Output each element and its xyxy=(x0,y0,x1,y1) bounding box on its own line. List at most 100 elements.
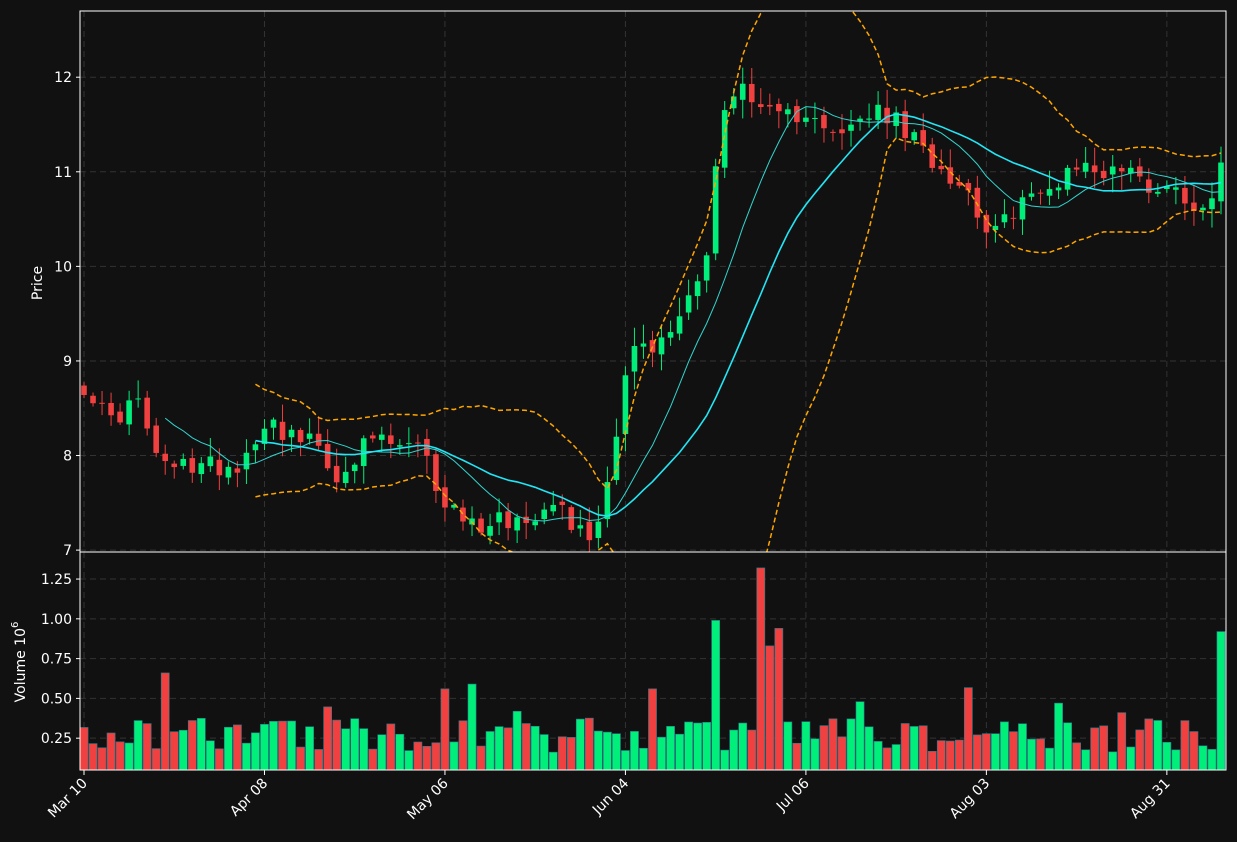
moving-average-long xyxy=(255,113,1222,517)
volume-bar xyxy=(729,729,739,770)
volume-bar xyxy=(142,723,152,770)
candle-body xyxy=(514,517,520,531)
volume-bar xyxy=(260,724,269,770)
volume-bar xyxy=(557,736,567,770)
candle-body xyxy=(767,104,773,107)
candle-body xyxy=(929,144,936,168)
volume-bar xyxy=(160,672,170,770)
candle-body xyxy=(442,487,448,508)
volume-bar xyxy=(242,742,251,770)
volume-bar xyxy=(1000,721,1009,770)
volume-bar xyxy=(214,748,224,770)
volume-bar xyxy=(404,750,414,770)
volume-bar xyxy=(982,733,991,770)
volume-bar xyxy=(233,724,242,770)
candle-body xyxy=(1019,197,1026,220)
candle-body xyxy=(748,83,755,103)
volume-bar xyxy=(1063,722,1072,770)
volume-bar xyxy=(972,734,982,770)
volume-bar xyxy=(476,745,486,770)
volume-bar xyxy=(774,628,784,770)
candle-body xyxy=(586,521,593,541)
candle-body xyxy=(739,83,746,100)
volume-bar xyxy=(1108,751,1118,770)
candle-body xyxy=(234,468,241,473)
volume-bar xyxy=(873,741,883,770)
volume-bar xyxy=(539,734,549,770)
candle-body xyxy=(225,466,232,478)
volume-bar xyxy=(738,722,748,770)
candle-body xyxy=(1109,166,1116,175)
candle-body xyxy=(1010,217,1017,219)
candle-body xyxy=(1028,193,1035,197)
volume-bar xyxy=(566,737,576,770)
candle-body xyxy=(595,521,602,538)
candle-body xyxy=(324,443,331,469)
candle-body xyxy=(252,444,259,451)
volume-bar xyxy=(124,742,134,770)
candle-body xyxy=(378,434,385,440)
volume-bar xyxy=(287,720,296,770)
volume-bar xyxy=(1180,720,1190,770)
volume-bar xyxy=(684,721,693,770)
candle-body xyxy=(1173,187,1179,190)
volume-bar xyxy=(1135,729,1145,770)
candle-body xyxy=(126,400,132,425)
candle-body xyxy=(776,103,782,112)
volume-bar xyxy=(846,718,856,770)
volume-axis-label: Volume 106 xyxy=(10,622,29,703)
candle-body xyxy=(866,118,872,120)
candle-body xyxy=(451,504,457,508)
candle-body xyxy=(721,110,728,168)
volume-bar xyxy=(88,743,98,770)
volume-axis-label-main: Volume 10 xyxy=(13,628,29,702)
candle-body xyxy=(1191,202,1197,211)
price-ytick-label: 10 xyxy=(54,259,72,275)
volume-bar xyxy=(756,567,766,770)
candle-body xyxy=(568,507,575,530)
volume-bar xyxy=(1018,723,1027,770)
volume-bar xyxy=(593,730,603,770)
volume-bar xyxy=(251,732,260,770)
volume-bar xyxy=(1081,749,1091,770)
candle-body xyxy=(369,435,376,439)
price-ytick-label: 8 xyxy=(63,449,72,465)
volume-bar xyxy=(792,742,802,770)
volume-bar xyxy=(783,721,793,770)
volume-bar xyxy=(97,747,107,770)
volume-bar xyxy=(205,740,215,770)
candle-body xyxy=(207,456,214,467)
volume-bar xyxy=(1144,718,1154,770)
volume-bar xyxy=(1027,738,1036,770)
volume-bar xyxy=(693,722,702,770)
volume-bar xyxy=(413,741,423,770)
volume-ytick-label: 0.75 xyxy=(41,652,72,668)
candle-body xyxy=(622,375,629,435)
volume-bar xyxy=(494,726,504,770)
candle-body xyxy=(794,106,800,123)
candle-body xyxy=(216,459,223,476)
candle-body xyxy=(658,337,665,355)
volume-bar xyxy=(449,741,459,770)
candle-body xyxy=(270,419,277,428)
volume-bar xyxy=(305,726,314,770)
volume-bar xyxy=(314,749,323,770)
volume-bar xyxy=(377,734,387,770)
volume-bar xyxy=(1036,738,1045,770)
candle-body xyxy=(992,225,999,231)
candle-body xyxy=(839,129,845,134)
price-ytick-label: 9 xyxy=(63,354,72,370)
candle-body xyxy=(1082,162,1089,172)
candle-body xyxy=(1046,189,1053,196)
candle-body xyxy=(559,501,566,505)
volume-bar xyxy=(1189,731,1199,770)
candle-body xyxy=(243,452,250,470)
candle-body xyxy=(1100,170,1107,179)
candle-body xyxy=(712,166,719,254)
volume-bar xyxy=(530,725,540,770)
candle-body xyxy=(703,255,710,281)
candle-body xyxy=(171,463,178,468)
candle-body xyxy=(730,96,737,109)
candle-body xyxy=(821,115,827,129)
